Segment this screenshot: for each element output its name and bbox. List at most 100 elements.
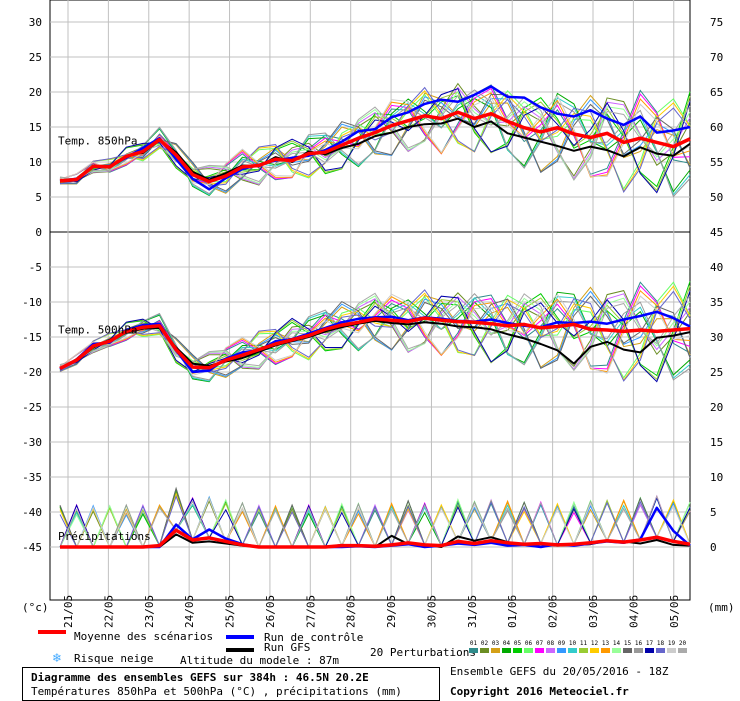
legend-snow-label: Risque neige — [74, 652, 154, 665]
legend-mean-swatch — [38, 630, 66, 634]
x-tick-label: 02/06 — [547, 595, 560, 628]
perturbation-line-16 — [59, 89, 691, 198]
x-axis-labels: 21/05 22/05 23/05 24/05 25/05 26/05 27/05 28/05… — [62, 595, 681, 628]
perturbation-line-20 — [59, 292, 691, 372]
chart-grid — [50, 0, 690, 600]
right-tick-label: 65 — [710, 86, 723, 99]
perturbation-legend-swatch — [601, 648, 610, 653]
left-tick-label: 30 — [29, 16, 42, 29]
perturbation-legend-item: 09 — [556, 640, 567, 658]
perturbation-legend-swatch — [612, 648, 621, 653]
left-tick-label: 20 — [29, 86, 42, 99]
x-tick-label: 23/05 — [143, 595, 156, 628]
left-tick-label: 5 — [35, 191, 42, 204]
perturbation-legend-swatch — [524, 648, 533, 653]
perturbation-legend-item: 19 — [666, 640, 677, 658]
perturbation-legend: 01 02 03 04 05 06 07 08 09 10 11 12 13 14 15 16 17 18 19 20 — [468, 640, 688, 658]
copyright-label: Copyright 2016 Meteociel.fr — [450, 685, 629, 698]
perturbation-legend-number: 19 — [667, 640, 676, 647]
right-tick-label: 20 — [710, 401, 723, 414]
right-tick-label: 55 — [710, 156, 723, 169]
perturbation-legend-item: 18 — [655, 640, 666, 658]
mean-line — [60, 528, 691, 549]
perturbation-line-18 — [59, 289, 691, 382]
left-tick-label: -35 — [22, 471, 42, 484]
left-tick-label: -15 — [22, 331, 42, 344]
perturbation-legend-item: 13 — [600, 640, 611, 658]
legend-control-swatch — [226, 635, 254, 639]
perturbation-line-16 — [59, 292, 691, 381]
right-tick-label: 0 — [710, 541, 717, 554]
panel-label: Temp. 500hPa — [58, 324, 137, 337]
perturbation-legend-swatch — [502, 648, 511, 653]
perturbation-legend-number: 09 — [557, 640, 566, 647]
perturbation-legend-number: 20 — [678, 640, 687, 647]
x-tick-label: 03/06 — [587, 595, 600, 628]
x-tick-label: 31/05 — [466, 595, 479, 628]
chart-title: Diagramme des ensembles GEFS sur 384h : … — [31, 671, 369, 684]
snowflake-icon: ❄ — [52, 651, 63, 665]
left-tick-label: 25 — [29, 51, 42, 64]
perturbation-legend-swatch — [623, 648, 632, 653]
x-tick-label: 01/06 — [506, 595, 519, 628]
perturbation-legend-swatch — [546, 648, 555, 653]
right-tick-label: 75 — [710, 16, 723, 29]
x-tick-label: 27/05 — [304, 595, 317, 628]
perturbation-legend-swatch — [568, 648, 577, 653]
right-tick-label: 40 — [710, 261, 723, 274]
perturbation-legend-swatch — [513, 648, 522, 653]
left-tick-label: -30 — [22, 436, 42, 449]
x-tick-label: 21/05 — [62, 595, 75, 628]
perturbation-legend-item: 11 — [578, 640, 589, 658]
right-tick-label: 25 — [710, 366, 723, 379]
perturbation-legend-number: 12 — [590, 640, 599, 647]
left-tick-label: 15 — [29, 121, 42, 134]
panel-label: Précipitations — [58, 530, 151, 543]
perturbation-legend-item: 04 — [501, 640, 512, 658]
right-tick-label: 60 — [710, 121, 723, 134]
perturbation-legend-swatch — [667, 648, 676, 653]
perturbation-legend-number: 11 — [579, 640, 588, 647]
altitude-label: Altitude du modele : 87m — [180, 654, 339, 667]
perturbation-legend-item: 08 — [545, 640, 556, 658]
perturbation-legend-number: 01 — [469, 640, 478, 647]
left-axis-unit: (°c) — [22, 601, 49, 614]
perturbation-legend-swatch — [469, 648, 478, 653]
legend-control-label: Run de contrôle — [264, 631, 364, 644]
right-tick-label: 15 — [710, 436, 723, 449]
perturbation-legend-swatch — [678, 648, 687, 653]
perturbation-legend-number: 06 — [524, 640, 533, 647]
perturbation-legend-number: 07 — [535, 640, 544, 647]
perturbation-legend-number: 14 — [612, 640, 621, 647]
title-box: Diagramme des ensembles GEFS sur 384h : … — [22, 667, 440, 701]
perturbation-legend-swatch — [579, 648, 588, 653]
perturbation-legend-swatch — [535, 648, 544, 653]
perturbation-legend-item: 14 — [611, 640, 622, 658]
x-tick-label: 29/05 — [385, 595, 398, 628]
x-tick-label: 28/05 — [345, 595, 358, 628]
perturbation-legend-item: 05 — [512, 640, 523, 658]
right-tick-label: 45 — [710, 226, 723, 239]
left-tick-label: 0 — [35, 226, 42, 239]
right-tick-label: 5 — [710, 506, 717, 519]
perturbation-legend-swatch — [590, 648, 599, 653]
perturbation-legend-item: 10 — [567, 640, 578, 658]
perturbation-legend-item: 20 — [677, 640, 688, 658]
panel-labels: Temp. 850hPa Temp. 500hPa Précipitations — [58, 135, 151, 544]
x-tick-label: 05/06 — [668, 595, 681, 628]
mean-line — [59, 316, 691, 371]
perturbation-legend-swatch — [634, 648, 643, 653]
x-tick-label: 22/05 — [102, 595, 115, 628]
left-tick-label: -5 — [29, 261, 42, 274]
x-tick-label: 24/05 — [183, 595, 196, 628]
perturbation-legend-item: 02 — [479, 640, 490, 658]
x-tick-label: 26/05 — [264, 595, 277, 628]
legend-mean-label: Moyenne des scénarios — [74, 630, 214, 643]
perturbation-legend-swatch — [491, 648, 500, 653]
perturbation-legend-item: 01 — [468, 640, 479, 658]
right-tick-label: 35 — [710, 296, 723, 309]
perturbations-label: 20 Perturbations — [370, 646, 476, 659]
perturbation-line-18 — [59, 86, 691, 193]
